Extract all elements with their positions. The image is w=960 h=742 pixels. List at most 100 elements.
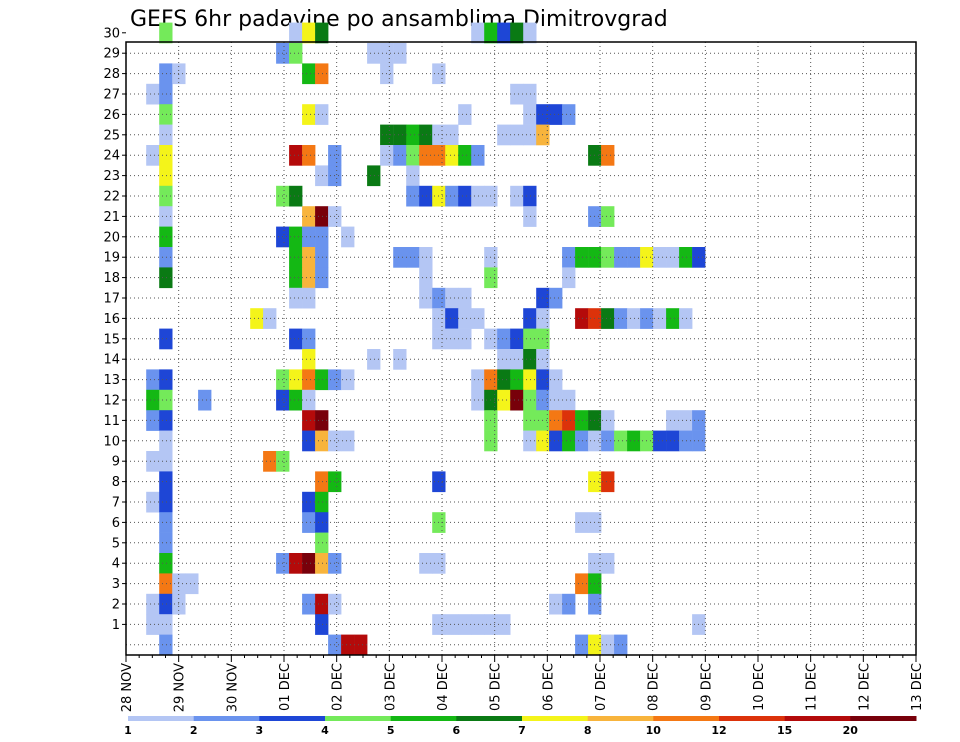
heatmap-cell — [471, 308, 485, 329]
heatmap-cell — [627, 247, 641, 268]
heatmap-cell — [419, 553, 433, 574]
heatmap-cell — [159, 63, 173, 85]
heatmap-cell — [575, 308, 589, 329]
heatmap-cell — [549, 430, 563, 452]
heatmap-cell — [315, 614, 329, 635]
heatmap-cell — [614, 430, 628, 452]
heatmap-cell — [159, 185, 173, 207]
heatmap-cell — [315, 104, 329, 125]
heatmap-cell — [601, 410, 615, 431]
heatmap-cell — [406, 124, 420, 146]
heatmap-cell — [341, 430, 355, 452]
heatmap-cell — [302, 430, 316, 452]
heatmap-cell — [159, 532, 173, 554]
heatmap-cell — [523, 410, 537, 431]
heatmap-cell — [393, 145, 407, 166]
x-tick-label: 07 DEC — [594, 663, 609, 711]
x-tick-label: 01 DEC — [278, 663, 293, 711]
heatmap-cell — [523, 430, 537, 452]
heatmap-cell — [159, 593, 173, 615]
heatmap-cell — [315, 206, 329, 227]
heatmap-cell — [562, 410, 576, 431]
y-tick-label: 6 — [112, 516, 120, 531]
colorbar-label: 3 — [255, 724, 263, 737]
y-tick-label: 8 — [112, 475, 120, 490]
y-tick-label: 13 — [103, 373, 120, 388]
heatmap-cell — [146, 145, 160, 166]
heatmap-cell — [302, 349, 316, 370]
heatmap-cell — [159, 247, 173, 268]
heatmap-cell — [653, 430, 667, 452]
x-tick-label: 05 DEC — [489, 663, 504, 711]
y-tick-label: 27 — [103, 88, 120, 103]
heatmap-cell — [289, 185, 303, 207]
heatmap-cell — [159, 634, 173, 656]
colorbar-label: 8 — [584, 724, 592, 737]
heatmap-cell — [146, 389, 160, 411]
heatmap-cell — [146, 83, 160, 105]
heatmap-cell — [315, 593, 329, 615]
x-tick-label: 04 DEC — [436, 663, 451, 711]
heatmap-cell — [510, 389, 524, 411]
x-tick-label: 06 DEC — [541, 663, 556, 711]
heatmap-cell — [549, 287, 563, 309]
heatmap-cell — [289, 389, 303, 411]
heatmap-cell — [315, 471, 329, 493]
heatmap-cell — [562, 104, 576, 125]
x-tick-label: 02 DEC — [331, 663, 346, 711]
heatmap-cell — [458, 614, 472, 635]
heatmap-cell — [497, 369, 511, 391]
y-tick-label: 1 — [112, 618, 120, 633]
heatmap-cell — [523, 22, 537, 44]
heatmap-cell — [146, 451, 160, 472]
heatmap-cell — [393, 349, 407, 370]
heatmap-cell — [653, 308, 667, 329]
heatmap-cell — [679, 410, 693, 431]
heatmap-cell — [523, 124, 537, 146]
heatmap-cell — [159, 267, 173, 289]
x-tick-label: 09 DEC — [699, 663, 714, 711]
heatmap-cell — [549, 593, 563, 615]
heatmap-cell — [523, 369, 537, 391]
colorbar-label: 15 — [777, 724, 792, 737]
heatmap-cell — [159, 491, 173, 513]
heatmap-cell — [406, 145, 420, 166]
heatmap-cell — [302, 410, 316, 431]
colorbar-swatch — [390, 716, 457, 721]
colorbar-swatch — [719, 716, 786, 721]
heatmap-cell — [458, 104, 472, 125]
y-tick-label: 30 — [103, 26, 120, 41]
heatmap-cell — [146, 369, 160, 391]
heatmap-cell — [497, 124, 511, 146]
heatmap-cell — [159, 124, 173, 146]
heatmap-cell — [289, 145, 303, 166]
heatmap-cell — [302, 328, 316, 350]
heatmap-cell — [419, 145, 433, 166]
colorbar-label: 5 — [387, 724, 395, 737]
y-tick-label: 16 — [103, 312, 120, 327]
heatmap-cell — [146, 410, 160, 431]
heatmap-cell — [315, 369, 329, 391]
heatmap-cell — [146, 491, 160, 513]
heatmap-cell — [341, 369, 355, 391]
heatmap-cell — [263, 308, 277, 329]
heatmap-cell — [302, 267, 316, 289]
heatmap-cell — [471, 145, 485, 166]
heatmap-cell — [523, 206, 537, 227]
heatmap-cell — [471, 22, 485, 44]
colorbar-swatch — [128, 716, 195, 721]
heatmap-cell — [614, 308, 628, 329]
heatmap-cell — [302, 389, 316, 411]
heatmap-cell — [289, 22, 303, 44]
heatmap-cell — [354, 634, 368, 656]
y-tick-label: 9 — [112, 455, 120, 470]
heatmap-cell — [523, 104, 537, 125]
heatmap-cell — [302, 22, 316, 44]
heatmap-cell — [575, 410, 589, 431]
heatmap-cell — [302, 512, 316, 533]
heatmap-cell — [315, 430, 329, 452]
heatmap-cell — [497, 614, 511, 635]
y-tick-label: 4 — [112, 557, 120, 572]
heatmap-cell — [575, 634, 589, 656]
y-tick-label: 26 — [103, 108, 120, 123]
